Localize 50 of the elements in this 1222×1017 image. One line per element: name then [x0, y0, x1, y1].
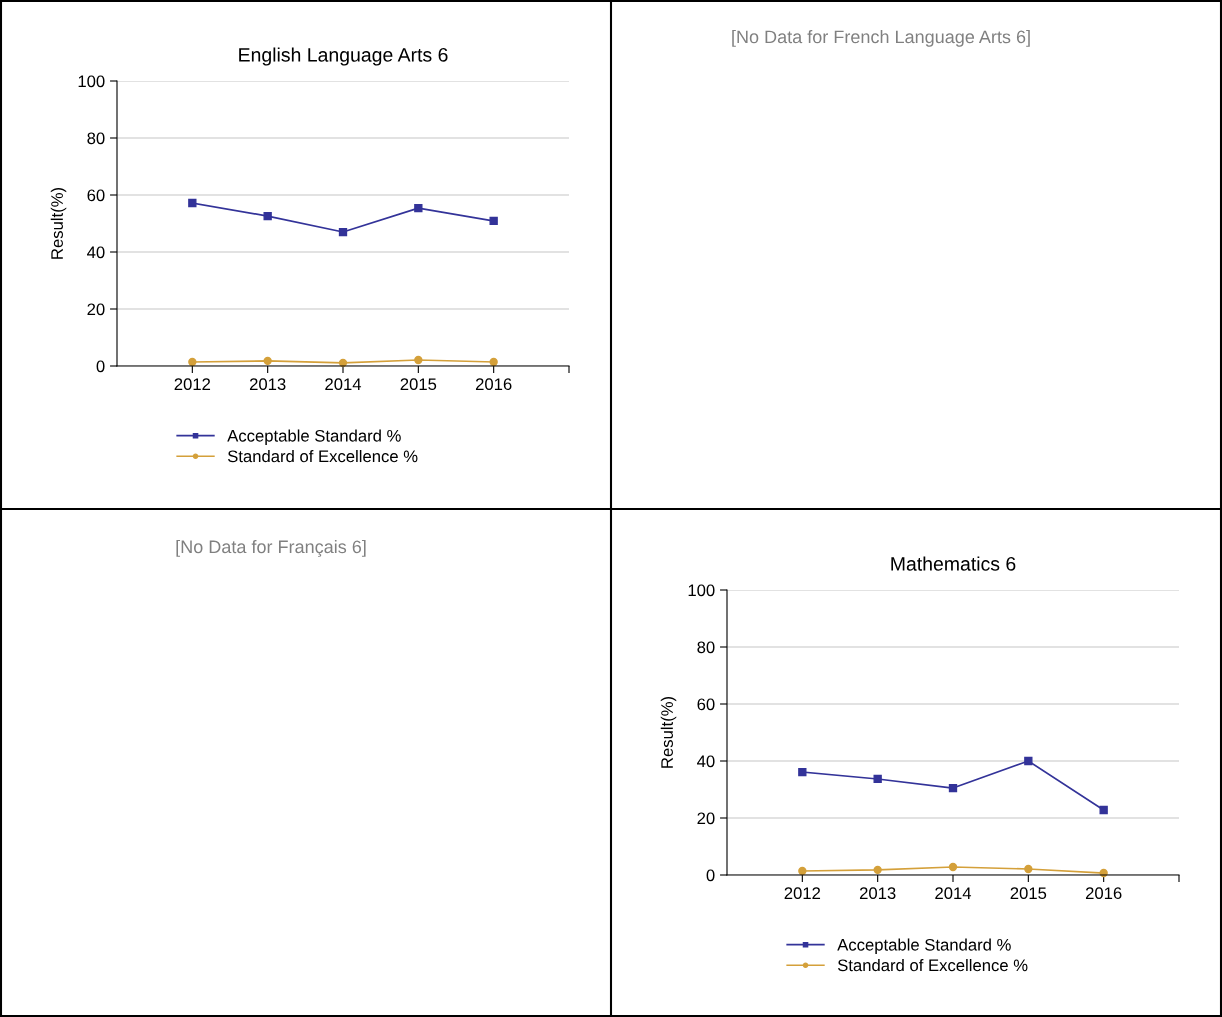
text: [No Data for French Language Arts 6]: [732, 29, 1030, 47]
point: [873, 774, 882, 784]
chart-title: English Language Arts 6: [239, 47, 448, 66]
y-tick-label: 0: [706, 869, 715, 882]
x-tick-label: 2016: [1085, 887, 1122, 900]
point: [873, 865, 882, 875]
point: [798, 866, 807, 876]
point: [798, 767, 807, 777]
y-tick-label: 20: [87, 303, 105, 316]
y-tick-label: 100: [78, 75, 105, 88]
x-tick-label: 2015: [1010, 887, 1047, 900]
y-tick-label: 20: [697, 812, 715, 825]
point: [414, 355, 423, 365]
point: [188, 357, 197, 367]
point: [1099, 805, 1108, 815]
point: [263, 356, 272, 366]
legend-label: Acceptable Standard %: [837, 938, 1011, 954]
point: [188, 198, 197, 208]
point: [414, 203, 423, 213]
y-tick-label: 40: [87, 246, 105, 259]
x-tick-label: 2014: [935, 887, 972, 900]
point: [948, 862, 958, 872]
x-tick-label: 2013: [859, 887, 896, 900]
x-tick-label: 2014: [325, 378, 362, 391]
legend-label: Standard of Excellence %: [837, 958, 1028, 972]
x-tick-label: 2016: [475, 378, 512, 391]
y-axis-title: Result(%): [660, 696, 677, 768]
y-tick-label: 60: [87, 189, 105, 202]
y-axis-title: Result(%): [50, 187, 67, 259]
y-tick-label: 80: [87, 132, 105, 145]
y-tick-label: 100: [688, 584, 715, 597]
point: [489, 357, 498, 367]
point: [1024, 756, 1033, 766]
x-tick-label: 2015: [400, 378, 437, 391]
y-tick-label: 60: [697, 698, 715, 711]
x-tick-label: 2012: [784, 887, 821, 900]
point: [948, 783, 958, 793]
text: [No Data for Français 6]: [176, 539, 366, 557]
point: [1024, 864, 1033, 874]
x-tick-label: 2012: [174, 378, 211, 391]
legend-label: Acceptable Standard %: [227, 429, 401, 445]
legend-label: Standard of Excellence %: [227, 449, 418, 463]
chart-title: Mathematics 6: [891, 556, 1016, 571]
x-tick-label: 2013: [249, 378, 286, 391]
point: [489, 216, 498, 226]
y-tick-label: 80: [697, 641, 715, 654]
y-tick-label: 40: [697, 755, 715, 768]
point: [263, 211, 272, 221]
point: [338, 227, 348, 237]
y-tick-label: 0: [96, 360, 105, 373]
